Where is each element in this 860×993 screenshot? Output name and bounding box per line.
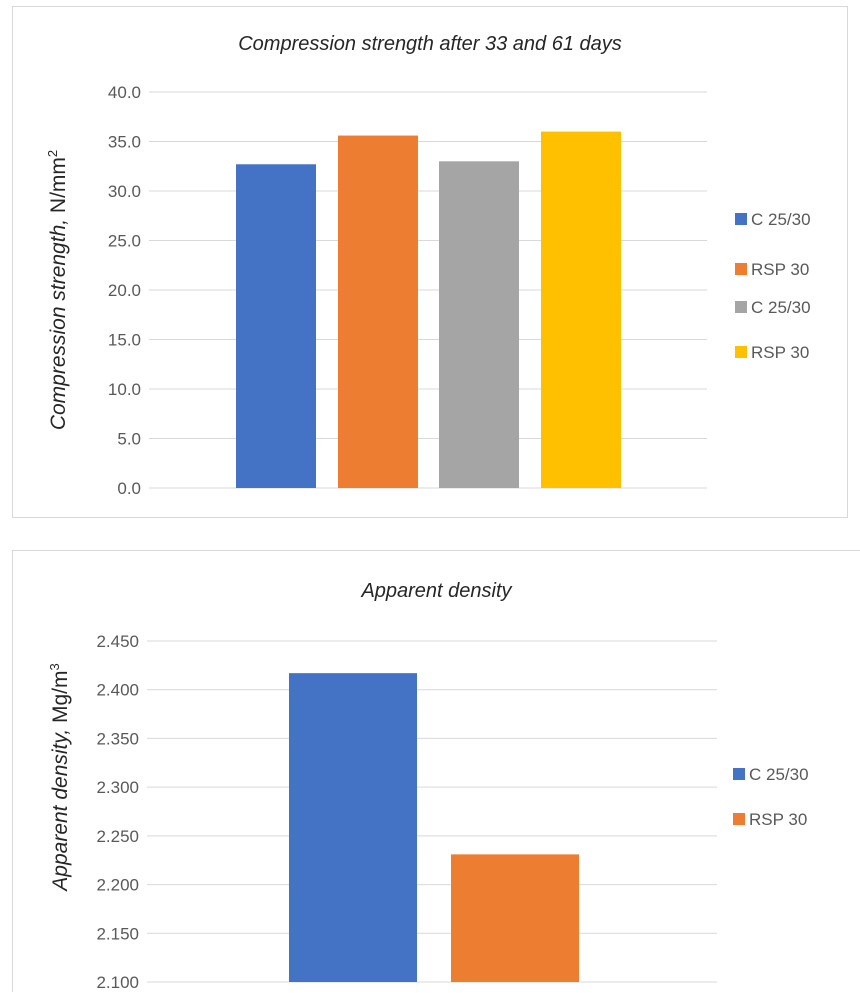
legend-swatch [735,346,747,358]
y-axis-label: Apparent density, Mg/m3 [47,663,72,892]
y-tick-label: 40.0 [108,83,141,102]
y-tick-label: 2.200 [96,876,139,895]
y-tick-label: 2.150 [96,924,139,943]
bar [338,135,418,488]
y-tick-label: 15.0 [108,331,141,350]
legend-swatch [735,301,747,313]
density-chart-panel: Apparent density 2.100 2.150 2.200 2.250 2.3… [12,550,860,992]
y-axis-label: Compression strength, N/mm2 [45,150,70,430]
y-tick-label: 2.100 [96,973,139,992]
legend-label: RSP 30 [751,343,809,362]
y-tick-label: 2.400 [96,681,139,700]
y-tick-label: 0.0 [117,479,141,498]
legend-label: RSP 30 [749,810,807,829]
legend-label: C 25/30 [751,210,811,229]
legend-label: RSP 30 [751,260,809,279]
chart-title: Apparent density [361,580,512,602]
bar [541,131,621,488]
y-tick-label: 20.0 [108,281,141,300]
y-tick-label: 2.250 [96,827,139,846]
y-tick-label: 30.0 [108,182,141,201]
compression-chart-panel: Compression strength after 33 and 61 day… [12,6,848,518]
chart-title: Compression strength after 33 and 61 day… [238,33,622,55]
y-tick-label: 5.0 [117,430,141,449]
y-tick-label: 2.350 [96,729,139,748]
legend-label: C 25/30 [749,765,809,784]
bar [236,164,316,488]
legend-label: C 25/30 [751,298,811,317]
bar [439,161,519,489]
y-tick-label: 25.0 [108,232,141,251]
y-tick-label: 2.300 [96,778,139,797]
y-tick-label: 35.0 [108,133,141,152]
y-tick-label: 2.450 [96,632,139,651]
legend-swatch [733,813,745,825]
chart-svg: 2.100 2.150 2.200 2.250 2.300 2.350 2.400 2.450… [47,632,809,992]
bar [289,673,417,982]
y-tick-label: 10.0 [108,380,141,399]
legend-swatch [735,213,747,225]
legend-swatch [733,768,745,780]
bar [451,854,579,982]
chart-svg: 0.0 5.0 10.0 15.0 20.0 25.0 30.0 35.0 40.0 Compre… [45,83,811,498]
legend-swatch [735,263,747,275]
